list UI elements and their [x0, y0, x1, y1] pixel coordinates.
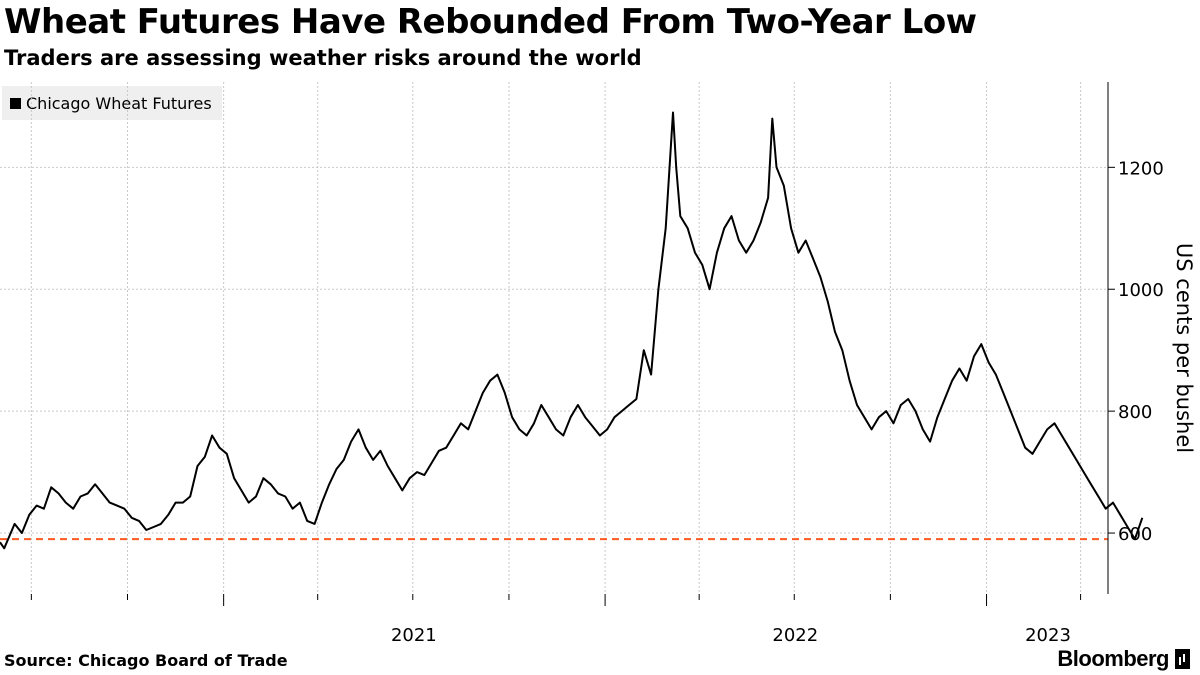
- x-tick-label: 2022: [772, 625, 818, 646]
- x-tick-label: 2021: [391, 625, 437, 646]
- axis-layer: 600 800 1000 1200 2021 2022 2023 US cents per b…: [30, 82, 1196, 646]
- legend: Chicago Wheat Futures: [2, 86, 222, 120]
- bloomberg-logo-icon: [1175, 649, 1190, 669]
- x-tick-label: 2023: [1025, 625, 1071, 646]
- y-axis-label: US cents per bushel: [1172, 243, 1196, 453]
- legend-label: Chicago Wheat Futures: [26, 93, 212, 113]
- series-line-chicago-wheat-futures: [0, 111, 1144, 550]
- brand-name: Bloomberg: [1057, 646, 1169, 671]
- legend-swatch: [10, 97, 21, 109]
- source-note: Source: Chicago Board of Trade: [4, 651, 288, 670]
- chart-subtitle: Traders are assessing weather risks arou…: [4, 46, 642, 70]
- chart-title: Wheat Futures Have Rebounded From Two-Ye…: [4, 2, 977, 42]
- y-tick-label: 800: [1118, 402, 1152, 423]
- y-tick-label: 600: [1118, 524, 1152, 545]
- brand: Bloomberg: [1057, 646, 1190, 672]
- series-layer: [0, 111, 1144, 550]
- y-tick-label: 1000: [1118, 280, 1164, 301]
- grid-layer: [0, 82, 1108, 594]
- y-tick-label: 1200: [1118, 158, 1164, 179]
